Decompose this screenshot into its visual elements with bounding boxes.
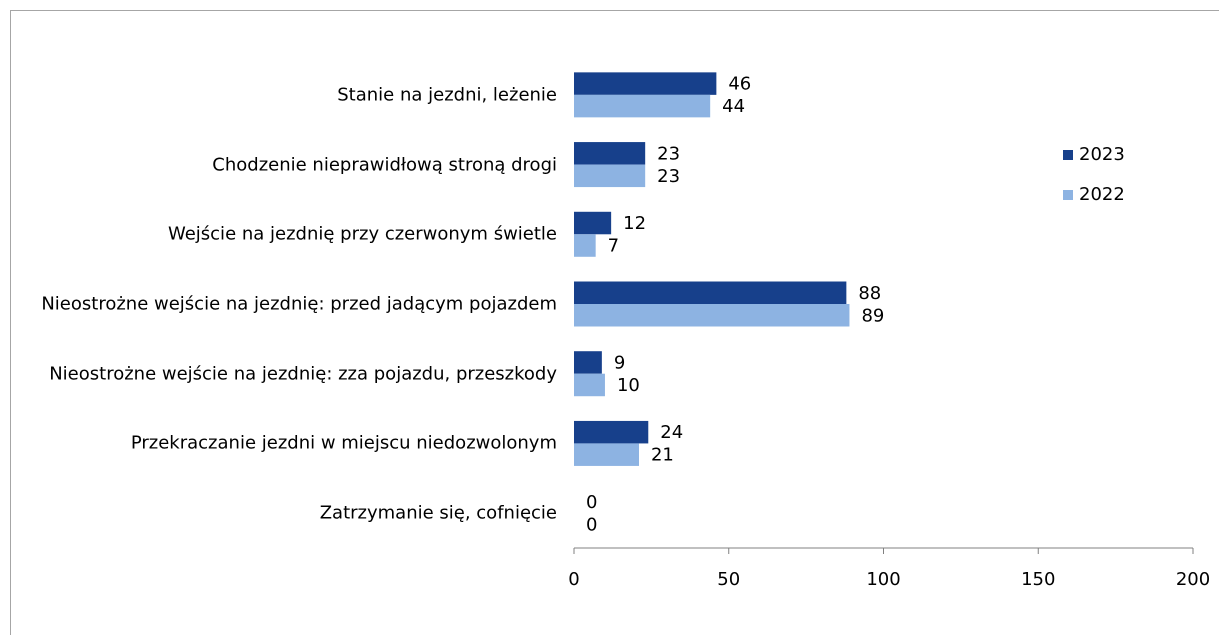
y-tick-label: Stanie na jezdni, leżenie <box>37 83 557 106</box>
data-label: 12 <box>623 213 646 234</box>
legend-swatch <box>1063 190 1073 200</box>
bar <box>574 420 649 444</box>
y-tick-label: Zatrzymanie się, cofnięcie <box>37 502 557 525</box>
data-label: 88 <box>858 283 881 304</box>
y-tick-label: Chodzenie nieprawidłową stroną drogi <box>37 153 557 176</box>
data-label: 10 <box>617 375 640 396</box>
bar <box>574 164 646 188</box>
data-label: 0 <box>586 514 597 535</box>
x-tick-label: 0 <box>568 569 579 590</box>
y-tick-text: Przekraczanie jezdni w miejscu niedozwol… <box>130 432 557 454</box>
y-tick-text: Chodzenie nieprawidłową stroną drogi <box>212 154 557 176</box>
y-tick-label: Nieostrożne wejście na jezdnię: przed ja… <box>37 293 557 316</box>
bar <box>574 304 850 327</box>
bar <box>574 443 639 466</box>
data-label: 46 <box>728 74 751 95</box>
data-label: 44 <box>722 96 745 117</box>
y-tick-text: Zatrzymanie się, cofnięcie <box>319 502 557 524</box>
x-tick-label: 100 <box>866 569 900 590</box>
data-label: 21 <box>651 445 674 466</box>
bar <box>574 234 596 257</box>
bar <box>574 281 847 304</box>
bar <box>574 351 602 374</box>
bar <box>574 94 711 118</box>
data-label: 7 <box>608 236 619 257</box>
chart-border <box>10 10 1219 635</box>
legend-label: 2022 <box>1079 184 1125 205</box>
x-tick-label: 200 <box>1176 569 1210 590</box>
y-tick-label: Nieostrożne wejście na jezdnię: zza poja… <box>37 362 557 385</box>
data-label: 24 <box>660 422 683 443</box>
legend-swatch <box>1063 150 1073 160</box>
y-tick-label: Wejście na jezdnię przy czerwonym świetl… <box>37 223 557 246</box>
bar <box>574 211 612 235</box>
y-tick-text: Nieostrożne wejście na jezdnię: przed ja… <box>41 293 557 315</box>
x-tick-label: 50 <box>717 569 740 590</box>
data-label: 9 <box>614 352 625 373</box>
bar <box>574 142 646 165</box>
y-tick-text: Nieostrożne wejście na jezdnię: zza poja… <box>49 363 557 385</box>
data-label: 89 <box>861 305 884 326</box>
y-tick-text: Wejście na jezdnię przy czerwonym świetl… <box>167 223 557 245</box>
data-label: 23 <box>657 166 680 187</box>
y-tick-text: Stanie na jezdni, leżenie <box>337 84 557 106</box>
bar <box>574 72 717 95</box>
data-label: 23 <box>657 143 680 164</box>
legend-label: 2023 <box>1079 144 1125 165</box>
bar <box>574 373 605 397</box>
x-tick-label: 150 <box>1021 569 1055 590</box>
y-tick-label: Przekraczanie jezdni w miejscu niedozwol… <box>37 432 557 455</box>
data-label: 0 <box>586 492 597 513</box>
